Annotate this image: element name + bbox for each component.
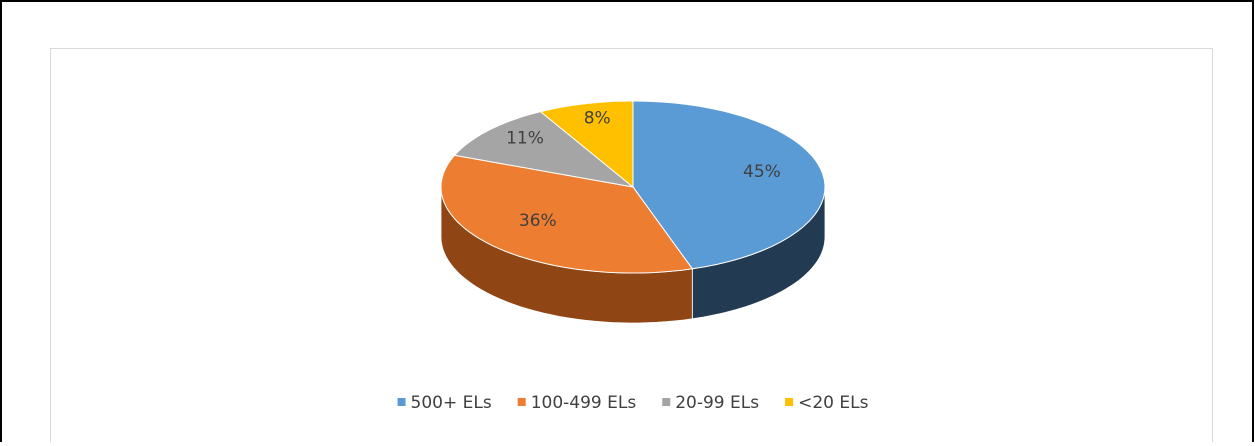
data-label: 11% [506,128,544,148]
slice [632,100,826,270]
slice [440,154,694,274]
slice [539,100,634,189]
legend-swatch [785,398,794,406]
plot: 45% 36% 11% 8% [440,100,826,324]
data-label: 8% [584,109,611,129]
slice [453,111,635,188]
legend-swatch [397,398,406,406]
data-label: 36% [519,211,557,231]
legend: 500+ ELs 100-499 ELs 20-99 ELs <20 ELs [397,393,869,413]
legend-label: 20-99 ELs [675,393,759,413]
legend-label: 100-499 ELs [531,393,637,413]
legend-label: <20 ELs [798,393,868,413]
legend-swatch [662,398,671,406]
data-label: 45% [743,162,781,182]
legend-label: 500+ ELs [411,393,492,413]
legend-swatch [517,398,526,406]
